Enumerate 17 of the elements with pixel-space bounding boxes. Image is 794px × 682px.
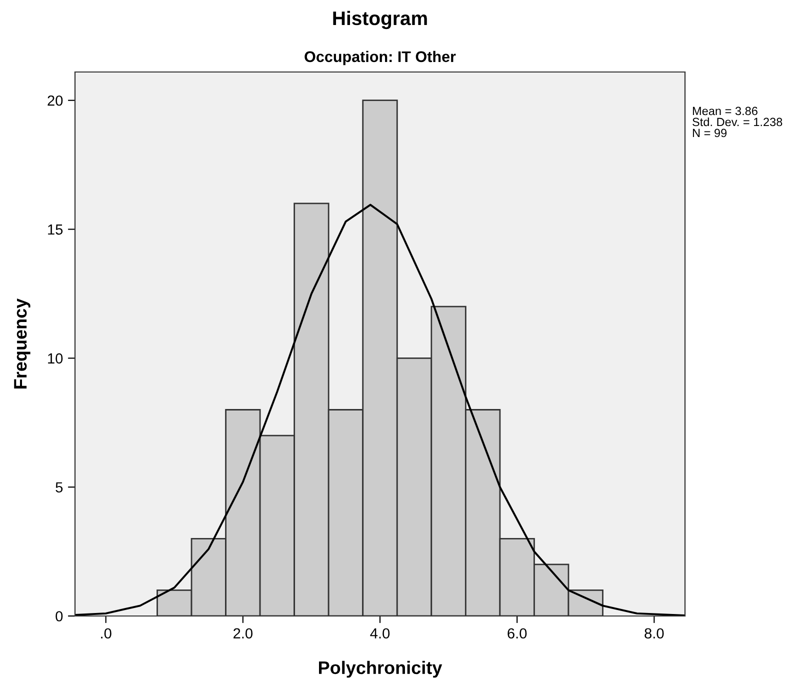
x-tick-label: 6.0: [508, 628, 527, 639]
x-axis-title: Polychronicity: [319, 660, 442, 678]
y-tick-label: 5: [56, 482, 63, 493]
y-tick-label: 0: [56, 611, 63, 622]
chart-subtitle: Occupation: IT Other: [304, 50, 456, 66]
x-tick-label: 8.0: [644, 628, 664, 639]
x-tick-label: 4.0: [370, 628, 390, 639]
x-tick-label: .0: [101, 628, 112, 639]
x-tick-label: 2.0: [234, 628, 252, 639]
text: N = 99: [692, 128, 727, 138]
chart-title: Histogram: [333, 10, 427, 30]
y-tick-label: 10: [48, 353, 63, 364]
text: Std. Dev. = 1.238: [692, 118, 782, 126]
y-axis-title: Frequency: [14, 298, 30, 388]
y-tick-label: 15: [48, 224, 63, 235]
text: Mean = 3.86: [692, 106, 758, 116]
y-tick-label: 20: [48, 95, 63, 106]
